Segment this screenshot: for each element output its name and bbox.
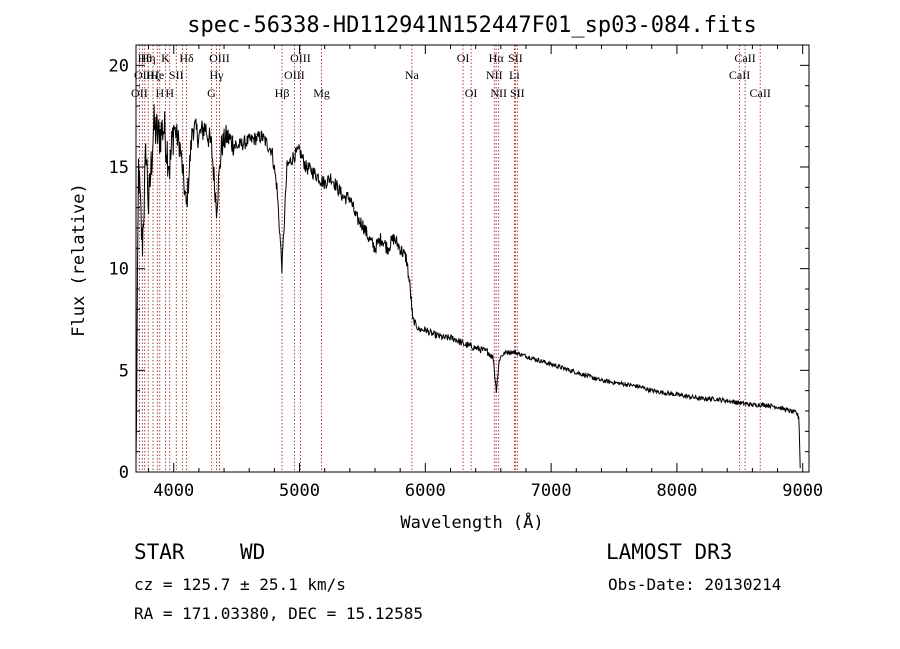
line-label: OIII <box>209 51 230 65</box>
line-label: OII <box>134 68 151 82</box>
line-label: OII <box>131 86 148 100</box>
line-label: Hγ <box>210 68 225 82</box>
line-label: SII <box>508 51 523 65</box>
spectrum-line <box>135 104 801 469</box>
line-label: Li <box>509 68 520 82</box>
y-tick-label: 10 <box>109 260 129 280</box>
spectral-line-markers <box>138 45 761 472</box>
line-label: OI <box>465 86 478 100</box>
line-label: Hα <box>489 51 505 65</box>
x-tick-label: 5000 <box>279 481 320 501</box>
plot-frame <box>135 44 810 473</box>
x-tick-label: 4000 <box>153 481 194 501</box>
line-label: Hη <box>141 51 156 65</box>
line-label: Na <box>405 68 420 82</box>
line-label: NII <box>486 68 503 82</box>
line-label: OIII <box>290 51 311 65</box>
y-tick-label: 15 <box>109 158 129 178</box>
y-tick-label: 0 <box>119 463 129 483</box>
y-tick-label: 20 <box>109 56 129 76</box>
line-label: G <box>207 86 216 100</box>
survey-name: LAMOST DR3 <box>606 540 732 564</box>
line-label: He <box>150 68 164 82</box>
line-label: NII <box>490 86 507 100</box>
y-axis: 0 5 10 15 20 <box>109 56 809 483</box>
line-label: K <box>161 51 170 65</box>
y-axis-label: Flux (relative) <box>69 183 89 337</box>
x-axis: 4000 5000 6000 7000 8000 9000 <box>148 45 823 501</box>
spectral-line-labels: OIIOIIHθHηHζHeHKHSIIHδGHγOIIIHβOIIIOIIIM… <box>131 51 771 100</box>
line-label: H <box>165 86 174 100</box>
line-label: SII <box>510 86 525 100</box>
x-tick-label: 9000 <box>782 481 823 501</box>
chart-title: spec-56338-HD112941N152447F01_sp03-084.f… <box>187 13 757 38</box>
line-label: CaII <box>734 51 755 65</box>
redshift-velocity: cz = 125.7 ± 25.1 km/s <box>134 575 346 594</box>
line-label: CaII <box>729 68 750 82</box>
line-label: Hθ <box>138 51 153 65</box>
line-label: Hζ <box>146 68 160 82</box>
line-label: Mg <box>313 86 330 100</box>
line-label: OIII <box>284 68 305 82</box>
line-label: Hδ <box>179 51 194 65</box>
object-class: STAR <box>134 540 185 564</box>
observation-date: Obs-Date: 20130214 <box>608 575 781 594</box>
line-label: CaII <box>750 86 771 100</box>
line-label: SII <box>169 68 184 82</box>
coordinates: RA = 171.03380, DEC = 15.12585 <box>134 604 423 623</box>
x-tick-label: 8000 <box>656 481 697 501</box>
y-tick-label: 5 <box>119 361 129 381</box>
line-label: H <box>155 86 164 100</box>
x-tick-label: 7000 <box>531 481 572 501</box>
line-label: OI <box>457 51 470 65</box>
x-axis-label: Wavelength (Å) <box>400 511 543 533</box>
x-tick-label: 6000 <box>405 481 446 501</box>
line-label: Hβ <box>275 86 290 100</box>
object-subclass: WD <box>240 540 265 564</box>
